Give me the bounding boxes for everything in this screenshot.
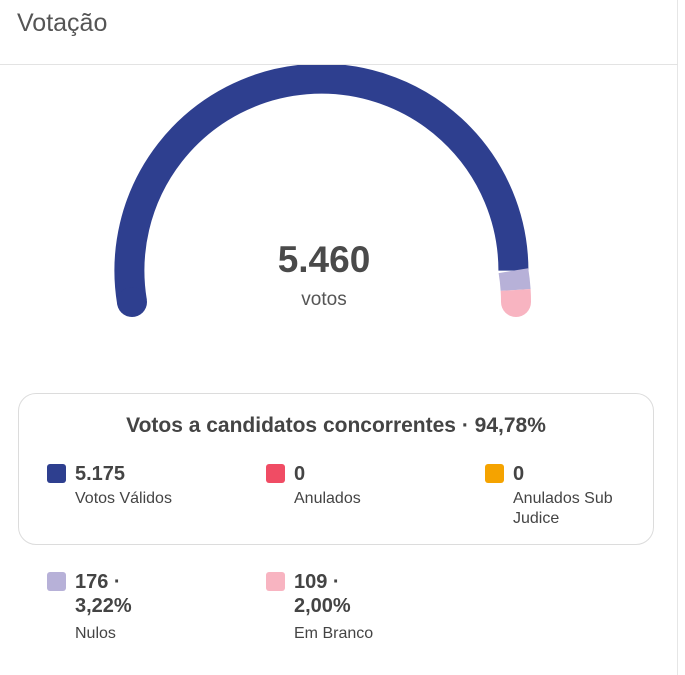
total-votes-label: votos [301, 289, 347, 310]
swatch-em-branco [266, 572, 285, 591]
stat-anulados: 0 Anulados [266, 462, 466, 532]
swatch-anulados [266, 464, 285, 483]
gauge-chart [114, 65, 531, 317]
stat-nulos: 176 · 3,22% Nulos [47, 570, 247, 650]
competing-votes-title: Votos a candidatos concorrentes · 94,78% [126, 414, 546, 437]
stat-label: Em Branco [294, 625, 374, 642]
gauge-segment-valid [114, 65, 529, 305]
stat-label: Anulados Sub Judice [513, 490, 613, 527]
vote-gauge: 5.460 votos [0, 65, 678, 385]
stat-value: 176 · 3,22% [75, 571, 132, 617]
stat-value: 0 [513, 463, 525, 485]
stat-votos-validos: 5.175 Votos Válidos [47, 462, 247, 532]
swatch-anulados-sub-judice [485, 464, 504, 483]
stat-anulados-sub-judice: 0 Anulados Sub Judice [485, 462, 655, 542]
total-votes-value: 5.460 [277, 239, 371, 280]
stat-label: Nulos [75, 625, 116, 642]
swatch-votos-validos [47, 464, 66, 483]
gauge-end-cap [501, 302, 531, 317]
stat-value: 5.175 [75, 463, 126, 485]
card-header: Votação [0, 0, 678, 65]
stat-label: Votos Válidos [75, 490, 172, 507]
stat-value: 0 [294, 463, 306, 485]
competing-votes-box: Votos a candidatos concorrentes · 94,78%… [18, 393, 654, 545]
gauge-start-cap [117, 287, 147, 317]
gauge-segment-nulos [498, 268, 531, 292]
stat-em-branco: 109 · 2,00% Em Branco [266, 570, 466, 650]
stat-value: 109 · 2,00% [294, 571, 351, 617]
card-title: Votação [17, 9, 108, 37]
stat-label: Anulados [294, 490, 361, 507]
swatch-nulos [47, 572, 66, 591]
